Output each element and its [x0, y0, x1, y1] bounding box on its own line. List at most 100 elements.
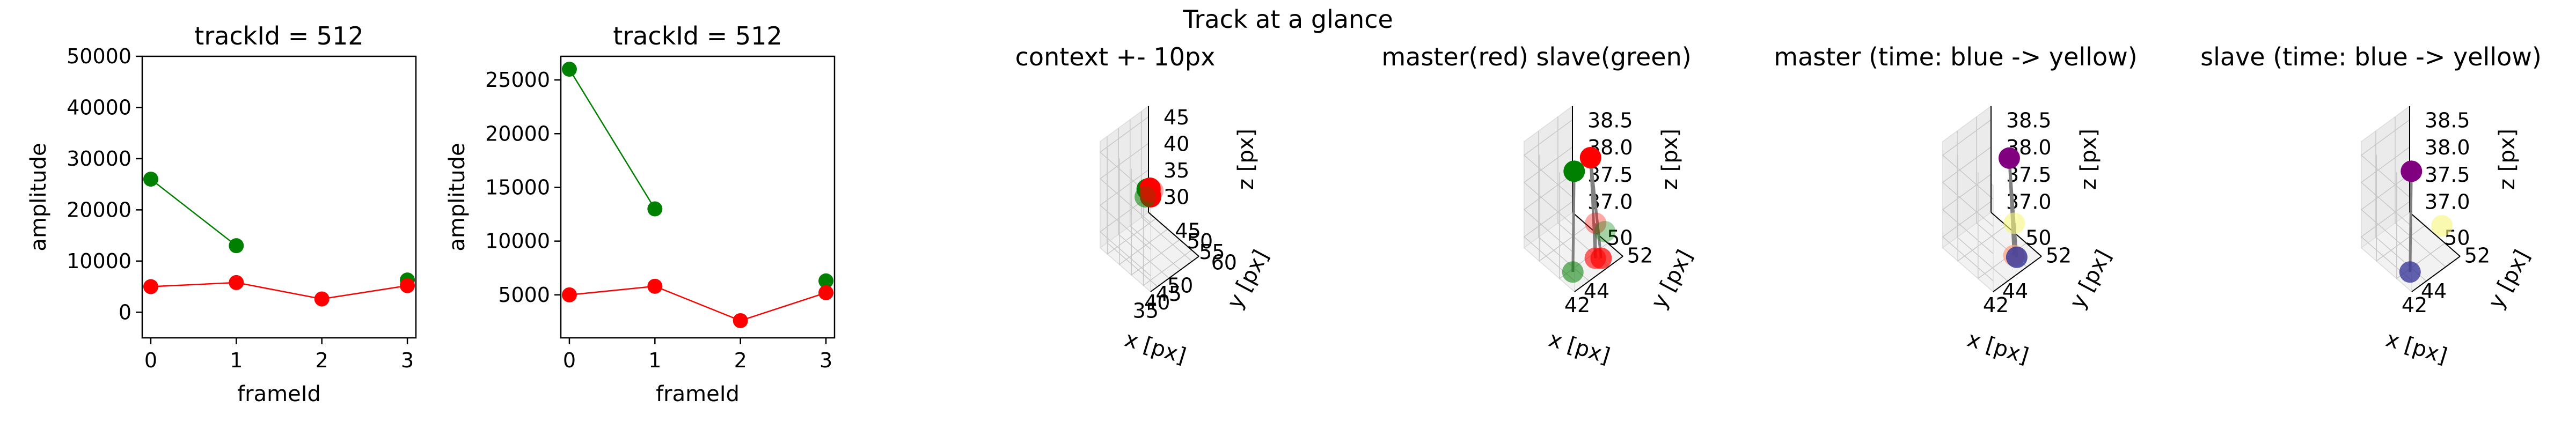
- chart-4-ytick-label: 52: [1627, 243, 1653, 267]
- chart-4-ztick-label: 38.5: [1587, 108, 1633, 132]
- chart-1-ylabel: amplitude: [26, 143, 51, 251]
- chart-3-zgrid: [1099, 196, 1151, 276]
- chart-2-xtick-label: 0: [563, 349, 576, 372]
- chart-2-series-1-point: [561, 62, 577, 77]
- chart-3-zgrid: [1099, 116, 1151, 197]
- chart-2-series-2-line: [569, 285, 826, 322]
- chart-5-xgrid: [1957, 131, 2008, 282]
- chart-5-ygrid: [1957, 154, 2007, 262]
- chart-6-ztick-label: 38.0: [2425, 136, 2470, 159]
- chart-3-xgrid: [1129, 120, 1181, 270]
- chart-6-zgrid: [2360, 174, 2412, 254]
- chart-1-frame: [141, 55, 417, 339]
- chart-3-xtick-label: 35: [1133, 299, 1159, 323]
- chart-4-track-segment: [1589, 157, 1602, 258]
- chart-1-series-1-point: [229, 238, 244, 254]
- chart-1-ytick-label: 20000: [67, 198, 131, 221]
- chart-5-title: master (time: blue -> yellow): [1774, 42, 2137, 71]
- chart-1-series-1-line: [150, 179, 237, 247]
- chart-4-point: [1579, 146, 1601, 168]
- chart-6-zgrid: [2360, 119, 2412, 199]
- chart-2-title: trackId = 512: [613, 21, 782, 50]
- chart-4-xtick-label: 44: [1584, 279, 1609, 303]
- chart-2-xtick-label: 2: [734, 349, 747, 372]
- chart-3-zgrid: [1099, 143, 1151, 223]
- chart-4-title: master(red) slave(green): [1381, 42, 1691, 71]
- chart-6-y-axis: [2409, 212, 2461, 257]
- chart-1-series-2-point: [229, 275, 244, 290]
- chart-5-xlabel: x [px]: [1964, 327, 2031, 369]
- chart-2-ytick-label: 20000: [485, 122, 550, 145]
- chart-2-frame: [560, 55, 836, 339]
- chart-2-xtick-label: 1: [648, 349, 661, 372]
- chart-2-ytick-label: 5000: [498, 283, 550, 307]
- chart-5-zgrid: [1942, 174, 1994, 254]
- chart-3-ygrid: [1143, 179, 1192, 286]
- chart-1-ytick-label: 40000: [67, 95, 131, 119]
- chart-3-ytick-label: 45: [1175, 219, 1201, 243]
- chart-1-ytick-label: 30000: [67, 147, 131, 171]
- figure-suptitle: Track at a glance: [1182, 5, 1393, 34]
- chart-6-x-axis: [2411, 256, 2461, 292]
- chart-1-series-2-point: [314, 291, 330, 307]
- chart-3-ygrid: [1119, 158, 1168, 265]
- chart-4-zgrid: [1523, 119, 1575, 199]
- chart-1-series-2-line: [150, 282, 408, 300]
- chart-5-ytick-label: 50: [2025, 226, 2051, 250]
- chart-4-track-segment: [1571, 171, 1576, 272]
- chart-2-series-1-point: [818, 273, 834, 289]
- chart-4-zlabel: z [px]: [1658, 129, 1682, 190]
- chart-6-zgrid: [2360, 201, 2412, 282]
- chart-3-zlabel: z [px]: [1234, 129, 1258, 190]
- chart-2-series-1-line: [568, 69, 656, 210]
- chart-1-xlabel: frameId: [237, 382, 321, 406]
- chart-6-xgrid: [2395, 116, 2446, 268]
- chart-6-ztick-label: 37.0: [2425, 190, 2470, 214]
- chart-5-ytick-label: 52: [2046, 243, 2072, 267]
- chart-3-ztick-label: 40: [1163, 132, 1189, 156]
- chart-6-ygrid: [2376, 154, 2425, 262]
- chart-1-series-2-point: [400, 278, 415, 293]
- chart-1-ytick-label: 0: [119, 300, 131, 324]
- chart-5-ylabel: y [px]: [2065, 246, 2116, 313]
- chart-4-ylabel: y [px]: [1646, 246, 1697, 313]
- chart-2-xlabel: frameId: [656, 382, 740, 406]
- chart-6-zgrid: [2360, 146, 2412, 227]
- chart-1-ytick-label: 10000: [67, 249, 131, 273]
- chart-4-point: [1563, 160, 1585, 182]
- chart-5-zgrid: [1942, 119, 1994, 199]
- chart-6-track-segment: [2409, 171, 2413, 272]
- chart-2-series-2-point: [647, 278, 663, 294]
- chart-5-point: [2006, 246, 2028, 268]
- chart-2-series-1-point: [647, 201, 663, 217]
- chart-5-point: [1998, 147, 2020, 169]
- chart-5-x-axis: [1993, 256, 2042, 292]
- chart-5-zgrid: [1942, 201, 1994, 282]
- chart-2-xtick-label: 3: [819, 349, 832, 372]
- chart-1-xtick-label: 3: [401, 349, 414, 372]
- chart-4-point: [1562, 261, 1584, 283]
- chart-6-point: [2401, 160, 2423, 182]
- chart-4-ytick-label: 50: [1607, 226, 1633, 250]
- chart-4-zgrid: [1523, 146, 1575, 227]
- chart-1-series-2-point: [143, 279, 158, 294]
- chart-2-ytick-label: 25000: [485, 68, 550, 92]
- chart-6-xtick-label: 42: [2402, 293, 2427, 317]
- chart-6-ygrid: [2396, 172, 2446, 279]
- chart-3-ztick-label: 45: [1163, 106, 1189, 129]
- chart-5-zgrid: [1942, 146, 1994, 227]
- chart-2-series-2-point: [818, 285, 834, 300]
- chart-1-xtick-label: 0: [144, 349, 157, 372]
- chart-3-ygrid: [1107, 147, 1156, 255]
- chart-5-xtick-label: 42: [1983, 293, 2009, 317]
- chart-3-xgrid: [1141, 111, 1192, 262]
- chart-1-xtick-label: 2: [316, 349, 328, 372]
- chart-3-ytick-label: 50: [1187, 230, 1213, 253]
- chart-3-ztick-label: 30: [1163, 185, 1189, 209]
- chart-5-point: [2003, 212, 2025, 234]
- chart-4-x-axis: [1574, 256, 1623, 292]
- chart-3-point: [1139, 181, 1161, 203]
- chart-3-ytick-label: 60: [1211, 250, 1237, 274]
- chart-6-xtick-label: 44: [2421, 279, 2447, 303]
